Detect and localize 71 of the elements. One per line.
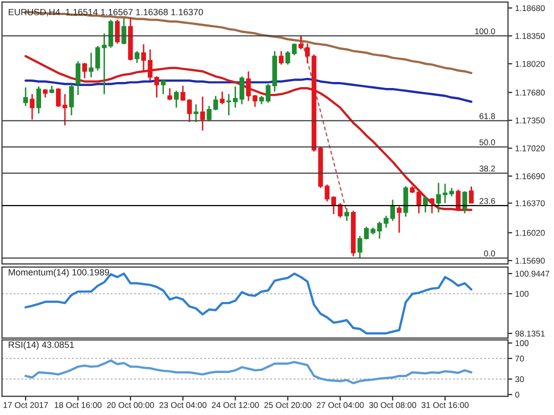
candlestick [226,93,232,116]
candlestick [69,83,74,116]
candlestick [102,32,107,95]
candlestick [456,188,461,212]
y-tick-label: 1.17350 [516,118,545,124]
candlestick [396,206,402,234]
candlestick [174,90,179,108]
y-tick-label: 1.18350 [516,33,545,39]
chart-title: RSI(14) 43.0851 [8,341,74,350]
y-tick-label: 1.16020 [516,230,545,236]
y-tick-label: 30 [515,376,524,382]
line-series [24,359,472,384]
y-tick-label: 98.1351 [515,330,545,337]
candlestick [167,88,172,101]
line-series [24,55,472,211]
x-tick-label: 18 Oct 16:00 [54,402,102,408]
x-tick-label: 30 Oct 08:00 [369,402,416,408]
y-tick-label: 100.9447 [516,270,550,277]
candlestick [285,50,290,66]
y-tick-label: 70 [515,356,524,362]
candlestick [468,186,474,204]
ref-line-label: 61.8 [480,113,495,120]
candlestick [88,52,94,78]
y-tick-label: 1.17680 [516,90,545,96]
candlestick [213,95,218,111]
ref-line-label: 38.2 [479,166,495,172]
x-tick-label: 17 Oct 2017 [4,402,48,408]
y-tick-label: 100 [516,340,529,346]
x-tick-label: 23 Oct 04:00 [159,402,206,408]
y-tick-label: 100 [516,290,529,297]
x-tick-label: 20 Oct 00:00 [107,402,154,408]
candlestick [76,60,80,96]
ref-line-label: 23.6 [480,198,495,204]
candlestick [95,45,100,72]
x-tick-label: 24 Oct 12:00 [212,402,259,408]
y-tick-label: 1.17020 [516,145,545,152]
candlestick [292,42,297,56]
y-tick-label: 0 [515,392,520,398]
candlestick [232,86,238,108]
candlestick [122,17,126,46]
candlestick [134,50,140,64]
ref-line-label: 100.0 [475,28,496,34]
x-tick-label: 25 Oct 20:00 [264,402,312,408]
x-tick-label: 31 Oct 16:00 [422,402,469,408]
candlestick [160,80,166,95]
candlestick [36,86,42,114]
candlestick [390,199,396,222]
y-tick-label: 1.18680 [516,5,545,12]
candlestick [114,19,120,44]
candlestick [206,105,212,122]
candlestick [30,93,35,120]
y-tick-label: 1.18020 [516,60,545,67]
candlestick [82,62,87,79]
candlestick [240,76,244,105]
candlestick [200,96,205,132]
x-tick-label: 27 Oct 04:00 [316,402,364,408]
chart-title: Momentum(14) 100.1989 [8,268,110,278]
candlestick [154,76,160,98]
ref-line-label: 50.0 [479,139,496,146]
candlestick [416,190,422,214]
candlestick [430,197,434,214]
candlestick [220,90,225,105]
candlestick [278,50,284,66]
candlestick [423,196,428,214]
y-tick-label: 1.15690 [516,258,545,264]
ref-line-label: 0.0 [484,250,496,256]
y-tick-label: 1.16370 [516,200,545,206]
candlestick [194,104,198,123]
candlestick [23,86,28,107]
y-tick-label: 1.16690 [516,173,545,180]
candlestick [344,207,350,222]
